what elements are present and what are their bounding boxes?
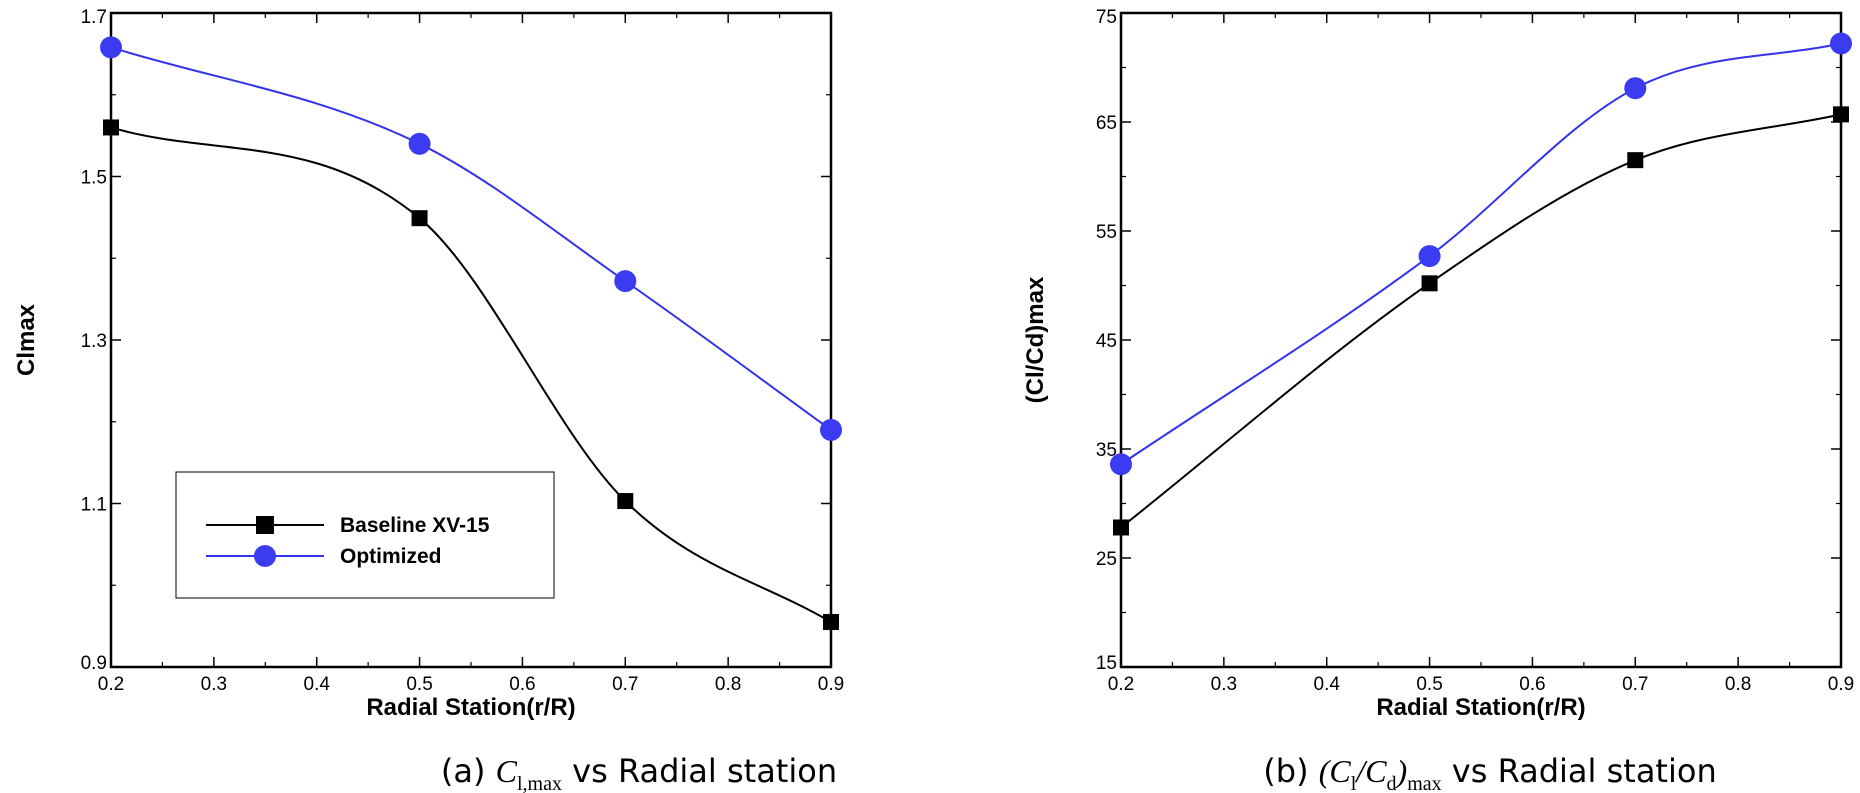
optimized-series-line [1120,42,1842,466]
plot-frame-b [1119,11,1843,669]
baseline-data-point [411,210,428,227]
caption-b-cl: C [1329,753,1351,789]
baseline-data-point [1627,152,1644,169]
optimized-data-point [1110,453,1132,476]
x-tick-label: 0.8 [1725,674,1751,695]
baseline-series-line [110,126,832,623]
x-tick-label: 0.9 [818,674,844,695]
baseline-data-point [103,119,119,136]
legend-optimized-marker [254,545,276,567]
baseline-data-point [617,493,634,510]
x-tick-label: 0.5 [406,674,432,695]
caption-a-suffix: vs Radial station [562,752,837,790]
optimized-data-point [1830,32,1852,55]
tick-labels-a: 0.2 0.3 0.4 0.5 0.6 0.7 0.8 0.9 0.9 1.1 1.3 1.5 1.7 [81,7,845,695]
x-tick-label: 0.3 [201,674,227,695]
caption-b-cd: C [1365,753,1387,789]
x-tick-label: 0.7 [1622,674,1648,695]
x-tick-label: 0.3 [1211,674,1237,695]
optimized-data-point [614,270,637,293]
x-tick-label: 0.2 [1108,674,1134,695]
series-layer-b [1110,32,1852,536]
chart-panel-b: 0.2 0.3 0.4 0.5 0.6 0.7 0.8 0.9 15 25 35 45 55 65 75 (… [1022,7,1854,721]
baseline-data-point [1421,275,1438,292]
optimized-data-point [1418,245,1441,268]
y-axis-label-b: (Cl/Cd)max [1022,276,1049,403]
x-tick-label: 0.5 [1416,674,1442,695]
tick-labels-b: 0.2 0.3 0.4 0.5 0.6 0.7 0.8 0.9 15 25 35 45 55 65 75 [1096,7,1854,695]
y-tick-label: 1.5 [81,168,107,189]
caption-b-prefix: (b) [1263,752,1318,790]
x-tick-label: 0.2 [98,674,124,695]
x-tick-label: 0.6 [509,674,535,695]
y-axis-label-a: Clmax [13,303,40,376]
legend-optimized-label: Optimized [340,545,442,568]
y-tick-label: 75 [1096,7,1117,28]
tick-marks-b [1120,12,1842,668]
x-axis-label-b: Radial Station(r/R) [1376,694,1585,721]
caption-b-cl-sub: l [1351,773,1357,793]
x-tick-label: 0.9 [1828,674,1854,695]
x-axis-label-a: Radial Station(r/R) [366,694,575,721]
caption-b-slash: / [1354,753,1368,789]
y-tick-label: 25 [1096,549,1117,570]
series-layer-a [100,36,842,631]
baseline-data-point [1833,106,1849,123]
optimized-data-point [820,418,842,441]
y-tick-label: 1.1 [81,495,107,516]
caption-a-math-sub: l,max [517,773,562,793]
optimized-series-line [110,46,832,431]
y-tick-label: 15 [1096,653,1117,674]
caption-a-prefix: (a) [441,752,496,790]
y-tick-label: 35 [1096,440,1117,461]
legend-baseline-marker [256,516,274,534]
optimized-data-point [100,36,122,59]
baseline-series-line [1120,113,1842,529]
legend-box [175,471,555,599]
y-tick-label: 55 [1096,222,1117,243]
y-tick-label: 45 [1096,331,1117,352]
caption-b-open: ( [1319,753,1332,789]
x-tick-label: 0.7 [612,674,638,695]
y-tick-label: 0.9 [81,653,107,674]
y-tick-label: 1.7 [81,7,107,28]
caption-b: (b) (Cl/Cd)max vs Radial station [1263,752,1716,793]
caption-b-close: ) [1395,753,1408,789]
x-tick-label: 0.4 [1314,674,1341,695]
legend-baseline-label: Baseline XV-15 [340,514,490,537]
caption-a: (a) Cl,max vs Radial station [441,752,837,793]
caption-b-suffix: vs Radial station [1442,752,1717,790]
x-tick-label: 0.8 [715,674,741,695]
legend: Baseline XV-15 Optimized [175,471,555,599]
chart-panel-a: 0.2 0.3 0.4 0.5 0.6 0.7 0.8 0.90.91.11.31.51.7 … [13,7,844,721]
baseline-data-point [1113,519,1129,536]
y-tick-label: 1.3 [81,331,107,352]
optimized-data-point [1624,77,1647,100]
x-tick-label: 0.4 [304,674,331,695]
caption-a-math: C [496,753,518,789]
caption-b-cd-sub: d [1387,773,1397,793]
caption-b-math-sub: max [1407,773,1441,793]
y-tick-label: 65 [1096,113,1117,134]
baseline-data-point [823,614,839,631]
x-tick-label: 0.6 [1519,674,1545,695]
optimized-data-point [408,132,431,155]
